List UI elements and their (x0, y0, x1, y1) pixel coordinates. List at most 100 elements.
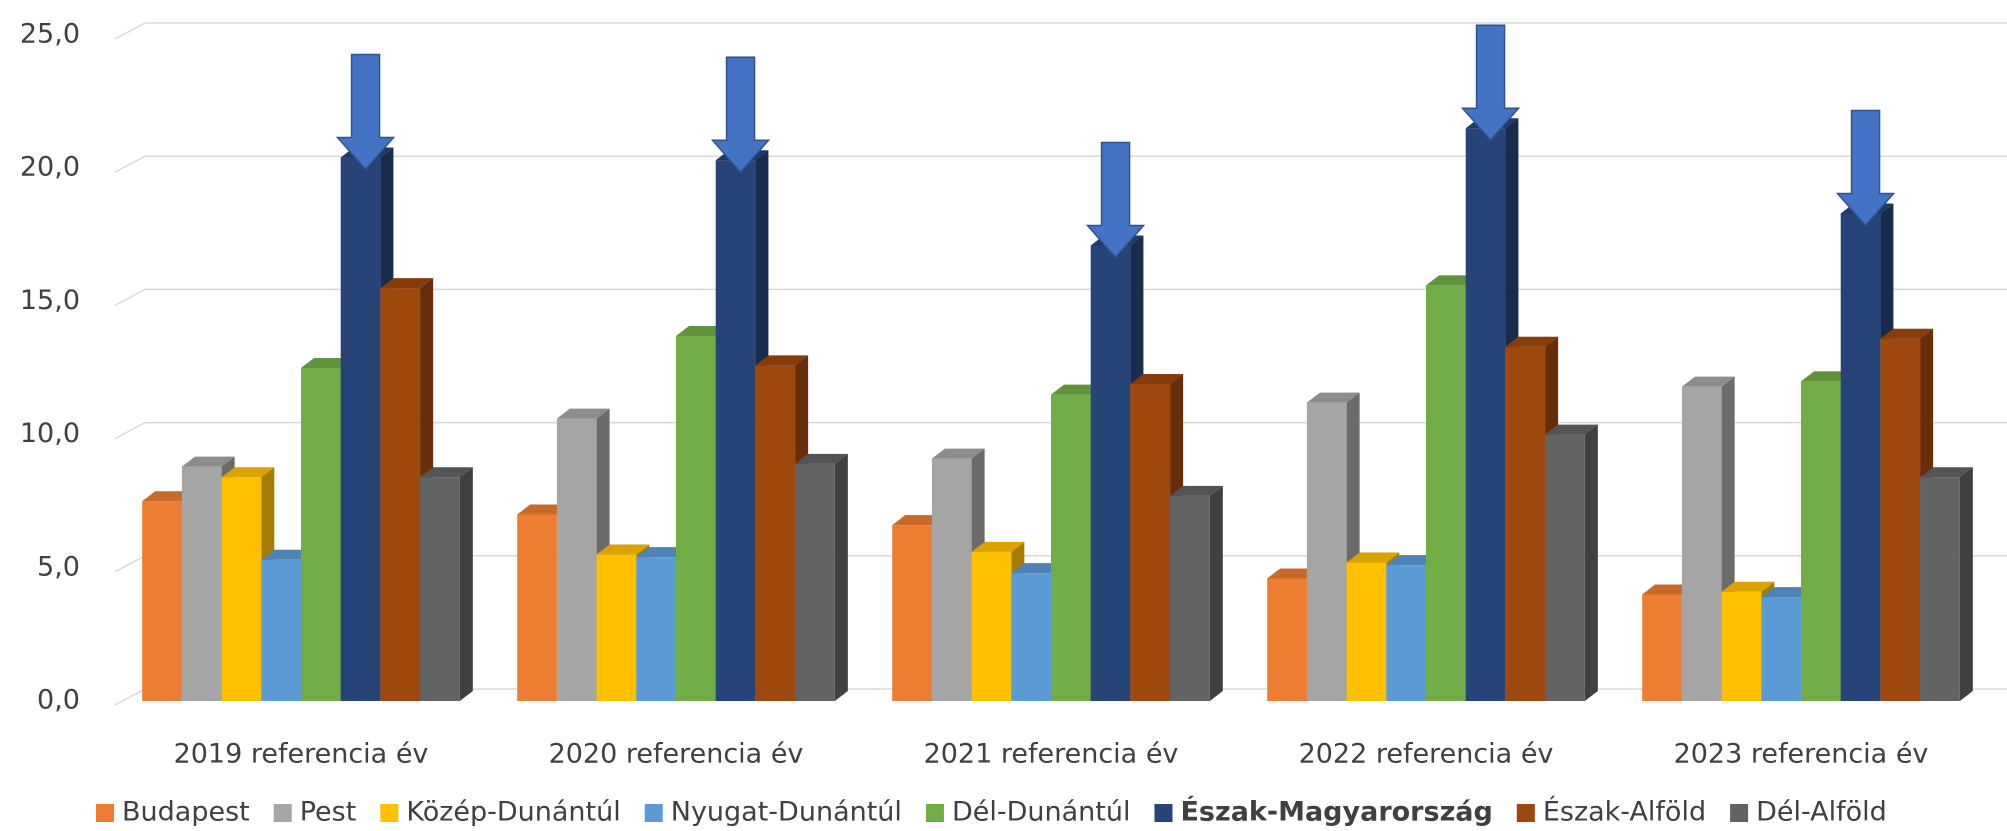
legend-label: Dél-Dunántúl (952, 797, 1131, 828)
bar (676, 336, 716, 701)
bar-top-shade (301, 358, 354, 368)
bar-top (636, 547, 689, 558)
grid-line (114, 288, 2007, 307)
bar-top-shade (1721, 581, 1775, 592)
bar-top-shade (1880, 328, 1934, 339)
bar-side-shade (1959, 467, 1973, 701)
legend-swatch (925, 804, 944, 822)
bar-top-shade (181, 456, 235, 467)
bar-top-shade (636, 547, 689, 558)
legend-label: Nyugat-Dunántúl (671, 797, 902, 828)
bar-top (795, 453, 848, 464)
highlight-arrow (1460, 24, 1521, 142)
bar-top-shade (261, 549, 314, 560)
bar-top-shade (1761, 587, 1814, 598)
bar-side (834, 453, 848, 701)
bar-top-shade (1346, 552, 1400, 563)
bar (1170, 495, 1210, 701)
bar (1306, 402, 1347, 701)
bar-side (459, 467, 473, 701)
bar-top (380, 278, 434, 289)
bar-top-shade (380, 278, 434, 289)
bar (340, 157, 381, 701)
legend-label: Budapest (122, 797, 250, 828)
bar (755, 365, 796, 701)
legend-swatch (273, 804, 292, 822)
bar-top-shade (1051, 384, 1104, 395)
y-tick-label: 0,0 (37, 685, 80, 716)
bar-top (556, 408, 610, 419)
bar-top (142, 491, 195, 502)
bar-top-shade (1426, 275, 1479, 286)
bar-top (1170, 485, 1223, 496)
bar-top (755, 355, 809, 366)
bar-side-shade (834, 453, 848, 701)
grid-line (114, 421, 2007, 440)
bar (715, 160, 756, 701)
bar-top-shade (1801, 371, 1854, 382)
bar (971, 551, 1012, 701)
bar-top-shade (892, 515, 945, 526)
bar-top (1681, 376, 1735, 387)
bar-top-shade (676, 326, 729, 337)
bar-top-shade (1267, 568, 1320, 579)
bar-top-shade (221, 467, 275, 478)
bar-top (931, 448, 985, 459)
bar (261, 559, 301, 701)
bar (1880, 338, 1921, 701)
bar-top-shade (1011, 563, 1064, 574)
x-tick-label: 2020 referencia év (549, 739, 804, 770)
bar-top (301, 358, 354, 368)
bar-side (1209, 485, 1223, 701)
bar-top (1642, 584, 1695, 595)
bar (142, 501, 182, 701)
legend-swatch (644, 804, 663, 822)
bar-top (1267, 568, 1320, 579)
bar-top (1545, 424, 1598, 435)
grid-line (114, 22, 2007, 40)
y-tick-label: 10,0 (20, 418, 80, 449)
x-tick-label: 2022 referencia év (1299, 739, 1554, 770)
bar (420, 477, 460, 701)
bar (380, 288, 421, 701)
bar-top (676, 326, 729, 337)
y-tick-label: 5,0 (37, 551, 80, 582)
bar-top (1505, 336, 1559, 347)
bar (596, 554, 637, 701)
bar (1130, 383, 1171, 701)
bar (1920, 477, 1960, 701)
bar-top (1346, 552, 1400, 563)
bar (1426, 285, 1466, 701)
bar (931, 458, 972, 701)
bar-top (1306, 392, 1360, 403)
bar (301, 368, 341, 701)
bar-top-shade (142, 491, 195, 502)
bar-side (1959, 467, 1973, 701)
bar (1386, 565, 1426, 701)
bar (1346, 562, 1387, 701)
highlight-arrow (710, 56, 771, 174)
bar-top-shade (517, 504, 570, 515)
bar-top (1386, 555, 1439, 566)
bar (1761, 597, 1801, 701)
bar-top (971, 541, 1025, 552)
highlight-arrow (335, 53, 396, 171)
bar (1681, 386, 1722, 701)
bar-top (1721, 581, 1775, 592)
bar-top (420, 467, 473, 478)
bar-top-shade (1920, 467, 1973, 478)
bar-top (892, 515, 945, 526)
bar-top-shade (556, 408, 610, 419)
bar (1505, 346, 1546, 701)
bar-top (517, 504, 570, 515)
bar (1011, 573, 1051, 701)
bar (1051, 394, 1091, 701)
bar (517, 514, 557, 701)
bar-top (261, 549, 314, 560)
highlight-arrow (1835, 109, 1896, 227)
bar-top (1880, 328, 1934, 339)
bar-top-shade (1545, 424, 1598, 435)
bar-top-shade (1170, 485, 1223, 496)
bar (1840, 213, 1881, 701)
bar-top (1130, 373, 1184, 384)
